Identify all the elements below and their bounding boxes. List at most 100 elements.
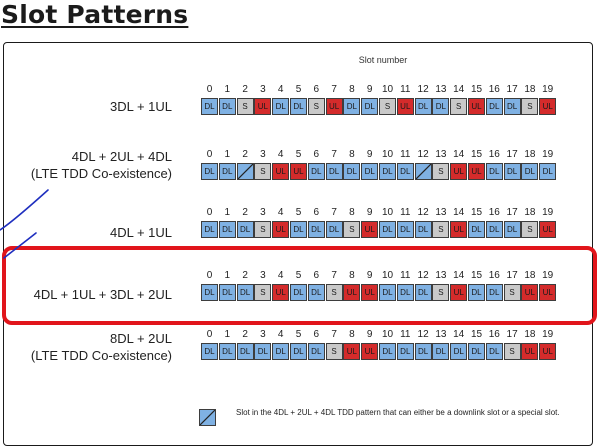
slot-number: 9: [366, 149, 373, 160]
slot-number: 4: [277, 84, 284, 95]
slot-cell-dl: DL: [218, 221, 236, 238]
slot-number: 6: [313, 84, 320, 95]
slot-cell-s: S: [307, 98, 325, 115]
slot-cell-dl: DL: [290, 98, 307, 115]
slot-number: 15: [470, 84, 483, 95]
row-label-4: 4DL + 1UL + 3DL + 2UL: [33, 287, 172, 302]
slot-number: 18: [524, 84, 536, 95]
slot-cell-dl: DL: [218, 163, 236, 180]
slot-number: 2: [242, 84, 248, 95]
slot-cell-s: S: [432, 284, 450, 301]
diagonal-slash-icon: [415, 164, 431, 179]
slot-number: 8: [349, 84, 355, 95]
slot-cell-ul: UL: [325, 98, 343, 115]
slot-number: 5: [295, 149, 302, 160]
slot-cell-dl: DL: [343, 98, 361, 115]
slot-number: 10: [381, 84, 394, 95]
row-label-2-line-2: (LTE TDD Co-existence): [30, 166, 172, 181]
slot-number: 12: [417, 84, 429, 95]
slot-cell-s: S: [503, 343, 521, 360]
slot-cell-dl: DL: [272, 98, 290, 115]
slot-cell-ul: UL: [272, 221, 290, 238]
slot-cell-dl: DL: [379, 221, 396, 238]
slot-number: 12: [417, 329, 429, 340]
slot-number: 13: [435, 149, 447, 160]
slot-number: 10: [381, 207, 394, 218]
slot-number: 7: [331, 270, 337, 281]
slot-number: 7: [331, 207, 337, 218]
slot-number: 10: [381, 149, 394, 160]
slot-number: 15: [470, 149, 483, 160]
slot-number: 7: [331, 149, 337, 160]
slot-number: 15: [470, 270, 483, 281]
slot-cell-ul: UL: [396, 98, 414, 115]
slot-cell-dl: DL: [343, 163, 361, 180]
slot-number: 14: [453, 329, 465, 340]
slot-cell-ul: UL: [468, 98, 485, 115]
slot-cell-ul: UL: [539, 221, 557, 238]
slot-cell-dl: DL: [379, 343, 396, 360]
slot-cell-ul: UL: [361, 343, 379, 360]
slot-number: 0: [206, 207, 213, 218]
slot-number: 17: [506, 207, 518, 218]
slot-cell-ul: UL: [521, 284, 539, 301]
page-title: Slot Patterns: [1, 0, 189, 29]
flexible-slot-legend-swatch: [199, 409, 216, 426]
slot-cell-dl: DL: [432, 98, 450, 115]
slot-cell-flexible: [414, 163, 432, 180]
slot-number: 5: [295, 270, 302, 281]
row-label-3: 4DL + 1UL: [109, 225, 172, 240]
slot-number: 1: [224, 329, 231, 340]
slot-cell-s: S: [236, 98, 254, 115]
row-label-5-line-1: 8DL + 2UL: [109, 331, 172, 346]
slot-cell-dl: DL: [468, 221, 485, 238]
slot-cell-s: S: [325, 343, 343, 360]
slot-cell-dl: DL: [396, 284, 414, 301]
slot-cell-s: S: [379, 98, 396, 115]
slot-number: 14: [453, 207, 465, 218]
slot-cell-dl: DL: [201, 221, 218, 238]
slot-cell-dl: DL: [485, 221, 503, 238]
slot-cell-dl: DL: [485, 98, 503, 115]
slot-number: 4: [277, 149, 284, 160]
slot-number: 19: [542, 207, 554, 218]
slot-cell-dl: DL: [290, 343, 307, 360]
slot-cell-ul: UL: [450, 163, 468, 180]
slot-number: 14: [453, 149, 465, 160]
slot-cell-s: S: [432, 221, 450, 238]
slot-number: 1: [224, 84, 231, 95]
slot-cell-dl: DL: [432, 343, 450, 360]
slot-cell-dl: DL: [201, 284, 218, 301]
slot-number: 4: [277, 270, 284, 281]
slot-cell-dl: DL: [468, 343, 485, 360]
slot-number: 19: [542, 149, 554, 160]
slot-number: 11: [400, 207, 411, 218]
slot-cell-dl: DL: [218, 343, 236, 360]
slot-number: 15: [470, 207, 483, 218]
slot-number: 6: [313, 329, 320, 340]
slot-cell-dl: DL: [254, 343, 272, 360]
slot-cell-dl: DL: [414, 343, 432, 360]
slot-cell-ul: UL: [361, 221, 379, 238]
slot-cell-ul: UL: [254, 98, 272, 115]
slot-number: 0: [206, 329, 213, 340]
slot-number: 2: [242, 149, 248, 160]
slot-cell-s: S: [503, 284, 521, 301]
slot-number: 18: [524, 329, 536, 340]
slot-number: 17: [506, 270, 518, 281]
slot-cell-dl: DL: [218, 284, 236, 301]
slot-number: 9: [366, 329, 373, 340]
slot-number: 2: [242, 270, 248, 281]
slot-number: 12: [417, 270, 429, 281]
row-label-5-line-2: (LTE TDD Co-existence): [30, 348, 172, 363]
slot-cell-dl: DL: [485, 284, 503, 301]
slot-number: 3: [260, 149, 266, 160]
flexible-slot-legend-text: Slot in the 4DL + 2UL + 4DL TDD pattern …: [236, 408, 560, 417]
slot-cell-dl: DL: [450, 343, 468, 360]
slot-cell-dl: DL: [361, 98, 379, 115]
slot-cell-dl: DL: [503, 98, 521, 115]
slot-number: 19: [542, 270, 554, 281]
slot-cell-dl: DL: [414, 284, 432, 301]
slot-number: 9: [366, 84, 373, 95]
slot-cell-s: S: [432, 163, 450, 180]
